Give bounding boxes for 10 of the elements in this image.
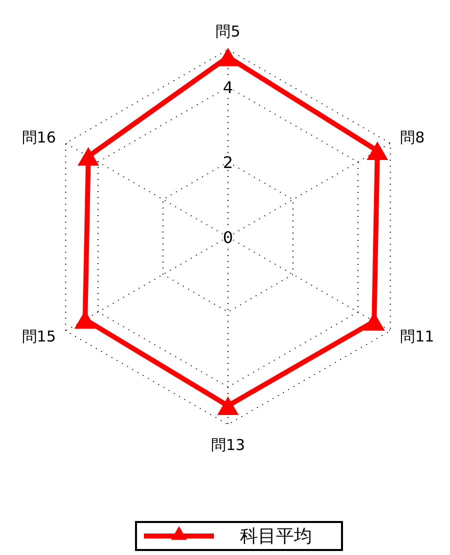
spoke-label: 問8	[400, 128, 425, 147]
legend-label: 科目平均	[240, 526, 312, 547]
spoke-label: 問11	[400, 327, 434, 346]
spoke-label: 問15	[22, 327, 56, 346]
spoke-label: 問13	[210, 436, 246, 454]
spoke-label: 問16	[22, 128, 56, 147]
y-tick-label: 0	[222, 228, 234, 247]
y-tick-label: 4	[222, 78, 234, 97]
spoke-label: 問5	[216, 22, 240, 40]
y-tick-label: 2	[222, 153, 234, 172]
